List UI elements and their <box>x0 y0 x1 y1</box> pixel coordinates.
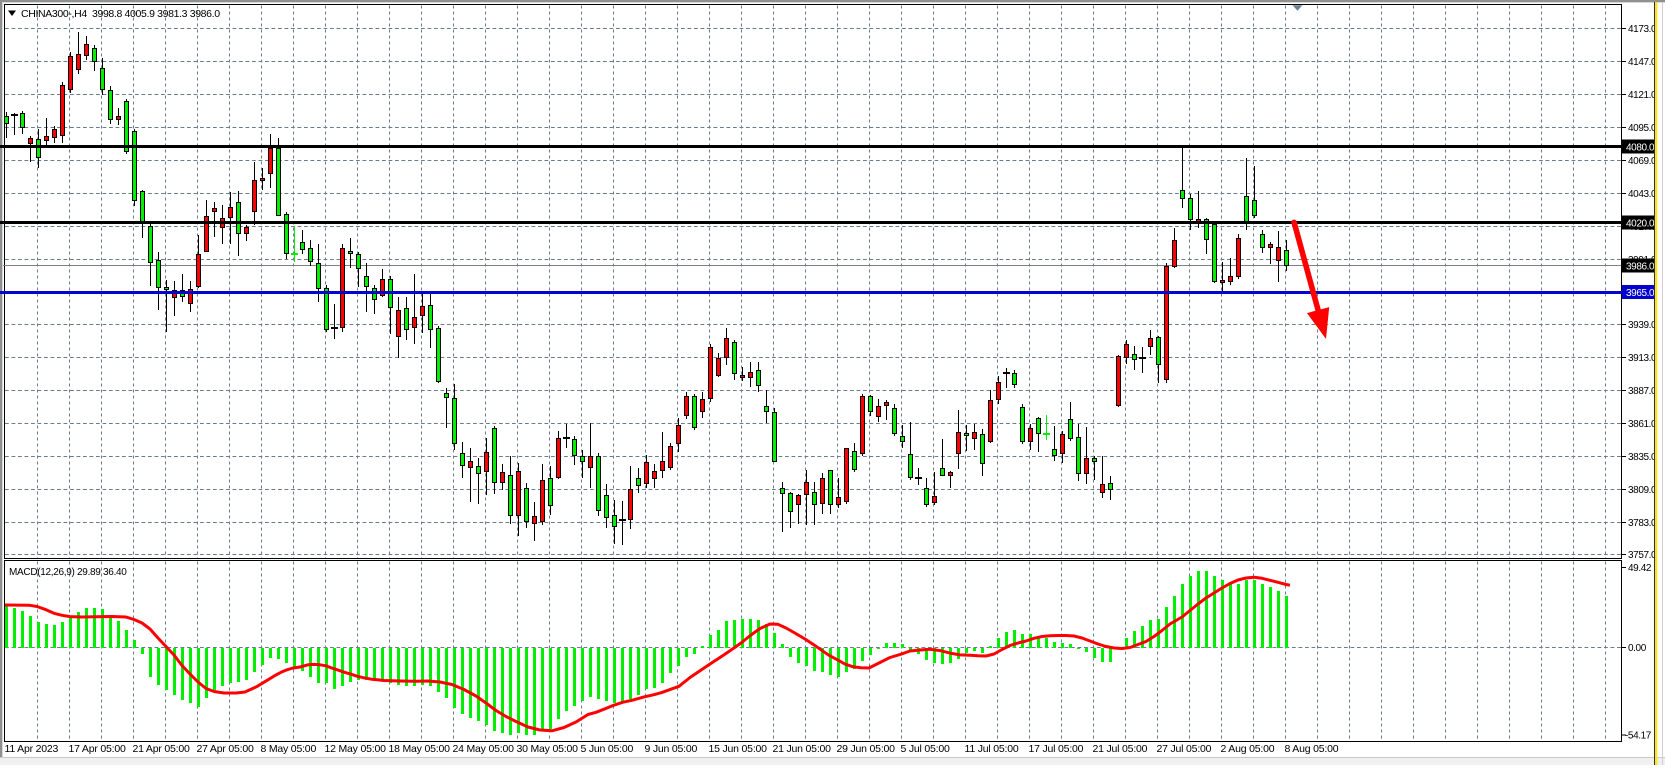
svg-text:4173.0: 4173.0 <box>1628 24 1657 35</box>
svg-text:12 May 05:00: 12 May 05:00 <box>325 743 387 755</box>
svg-text:8 May 05:00: 8 May 05:00 <box>261 743 317 755</box>
svg-text:3809.0: 3809.0 <box>1628 485 1657 496</box>
svg-text:MACD(12,26,9) 29.89 36.40: MACD(12,26,9) 29.89 36.40 <box>9 567 127 578</box>
svg-text:15 Jun 05:00: 15 Jun 05:00 <box>709 743 768 755</box>
svg-text:3861.0: 3861.0 <box>1628 419 1657 430</box>
svg-text:4147.0: 4147.0 <box>1628 57 1657 68</box>
svg-text:29 Jun 05:00: 29 Jun 05:00 <box>837 743 896 755</box>
svg-text:9 Jun 05:00: 9 Jun 05:00 <box>645 743 698 755</box>
svg-text:3783.0: 3783.0 <box>1628 518 1657 529</box>
svg-text:4020.0: 4020.0 <box>1626 219 1655 230</box>
svg-text:24 May 05:00: 24 May 05:00 <box>453 743 515 755</box>
svg-text:30 May 05:00: 30 May 05:00 <box>517 743 579 755</box>
svg-text:4095.0: 4095.0 <box>1628 123 1657 134</box>
svg-text:27 Apr 05:00: 27 Apr 05:00 <box>197 743 255 755</box>
svg-text:21 Jul 05:00: 21 Jul 05:00 <box>1093 743 1148 755</box>
svg-text:49.42: 49.42 <box>1628 563 1652 574</box>
svg-text:5 Jun 05:00: 5 Jun 05:00 <box>581 743 634 755</box>
svg-text:4121.0: 4121.0 <box>1628 90 1657 101</box>
svg-text:CHINA300-,H4 3998.8 4005.9 39: CHINA300-,H4 3998.8 4005.9 3981.3 3986.0 <box>21 8 220 20</box>
svg-text:4069.0: 4069.0 <box>1628 156 1657 167</box>
svg-text:3835.0: 3835.0 <box>1628 452 1657 463</box>
svg-text:18 May 05:00: 18 May 05:00 <box>389 743 451 755</box>
svg-text:17 Jul 05:00: 17 Jul 05:00 <box>1029 743 1084 755</box>
svg-text:17 Apr 05:00: 17 Apr 05:00 <box>69 743 127 755</box>
svg-text:11 Jul 05:00: 11 Jul 05:00 <box>965 743 1019 755</box>
svg-text:4080.0: 4080.0 <box>1626 143 1655 154</box>
svg-text:3965.0: 3965.0 <box>1626 288 1655 299</box>
svg-text:3939.0: 3939.0 <box>1628 320 1657 331</box>
svg-text:11 Apr 2023: 11 Apr 2023 <box>5 743 59 755</box>
svg-text:21 Apr 05:00: 21 Apr 05:00 <box>133 743 191 755</box>
svg-text:4043.0: 4043.0 <box>1628 189 1657 200</box>
svg-text:3986.0: 3986.0 <box>1626 262 1655 273</box>
svg-text:5 Jul 05:00: 5 Jul 05:00 <box>901 743 951 755</box>
svg-text:3757.0: 3757.0 <box>1628 550 1657 561</box>
svg-text:3887.0: 3887.0 <box>1628 386 1657 397</box>
svg-text:2 Aug 05:00: 2 Aug 05:00 <box>1221 743 1275 755</box>
svg-text:3913.0: 3913.0 <box>1628 353 1657 364</box>
svg-text:21 Jun 05:00: 21 Jun 05:00 <box>773 743 832 755</box>
svg-text:27 Jul 05:00: 27 Jul 05:00 <box>1157 743 1212 755</box>
svg-text:-54.17: -54.17 <box>1625 731 1652 742</box>
svg-text:8 Aug 05:00: 8 Aug 05:00 <box>1285 743 1339 755</box>
svg-text:0.00: 0.00 <box>1628 643 1647 654</box>
